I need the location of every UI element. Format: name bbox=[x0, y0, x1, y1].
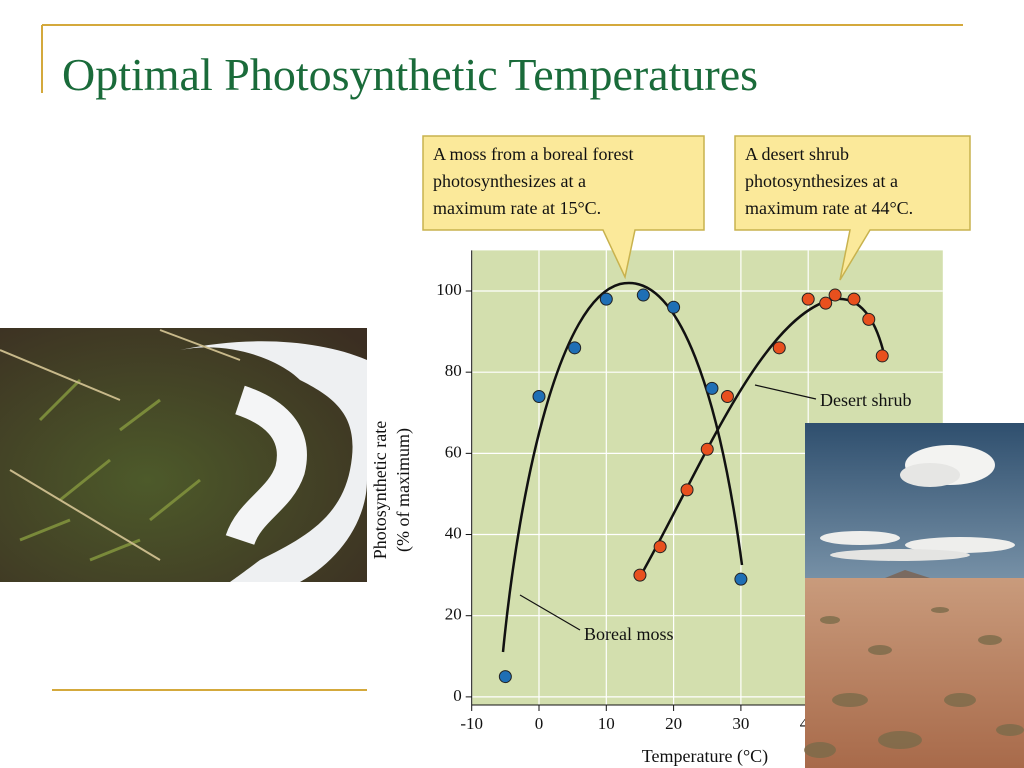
x-tick-label: -10 bbox=[460, 714, 483, 733]
y-tick-label: 100 bbox=[436, 280, 462, 299]
y-tick-label: 0 bbox=[453, 686, 462, 705]
data-point bbox=[734, 572, 748, 586]
data-point bbox=[568, 341, 582, 355]
data-point bbox=[828, 288, 842, 302]
data-point bbox=[633, 568, 647, 582]
desert-photo bbox=[804, 423, 1024, 768]
x-tick-label: 10 bbox=[598, 714, 615, 733]
callout-text: maximum rate at 15°C. bbox=[433, 198, 601, 218]
y-tick-label: 40 bbox=[445, 523, 462, 542]
x-tick-label: 30 bbox=[732, 714, 749, 733]
leader-line bbox=[754, 384, 817, 400]
data-point bbox=[532, 390, 546, 404]
data-point bbox=[705, 381, 719, 395]
data-point bbox=[801, 292, 815, 306]
callout-box bbox=[734, 135, 971, 281]
callout-text: photosynthesizes at a bbox=[745, 171, 898, 191]
y-axis-label: (% of maximum) bbox=[393, 428, 414, 552]
x-tick-label: 0 bbox=[535, 714, 544, 733]
data-point bbox=[700, 442, 714, 456]
data-point bbox=[653, 540, 667, 554]
x-tick-label: 20 bbox=[665, 714, 682, 733]
series-label: Boreal moss bbox=[584, 624, 674, 644]
data-point bbox=[720, 390, 734, 404]
callout-text: maximum rate at 44°C. bbox=[745, 198, 913, 218]
data-point bbox=[636, 288, 650, 302]
data-point bbox=[847, 292, 861, 306]
data-point bbox=[667, 300, 681, 314]
data-point bbox=[498, 670, 512, 684]
data-point bbox=[875, 349, 889, 363]
data-point bbox=[680, 483, 694, 497]
callout-text: A desert shrub bbox=[745, 144, 849, 164]
callout-text: A moss from a boreal forest bbox=[433, 144, 633, 164]
data-point bbox=[862, 312, 876, 326]
y-tick-label: 60 bbox=[445, 442, 462, 461]
data-point bbox=[772, 341, 786, 355]
x-axis-label: Temperature (°C) bbox=[642, 746, 768, 767]
y-tick-label: 20 bbox=[445, 605, 462, 624]
y-axis-label: Photosynthetic rate bbox=[370, 421, 390, 559]
series-label: Desert shrub bbox=[820, 390, 911, 410]
data-point bbox=[599, 292, 613, 306]
moss-curve bbox=[501, 281, 744, 653]
slide-title: Optimal Photosynthetic Temperatures bbox=[62, 49, 758, 100]
callout-text: photosynthesizes at a bbox=[433, 171, 586, 191]
data-point bbox=[819, 296, 833, 310]
callout-box bbox=[422, 135, 705, 280]
y-tick-label: 80 bbox=[445, 361, 462, 380]
moss-photo bbox=[0, 328, 367, 582]
leader-line bbox=[519, 594, 581, 631]
